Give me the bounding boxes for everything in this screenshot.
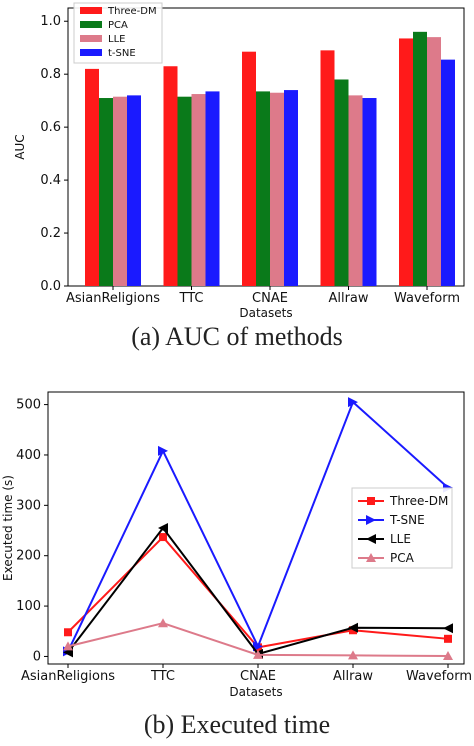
bar-pca-cnae: [256, 91, 270, 287]
bar-t-sne-allraw: [362, 98, 377, 287]
bar-t-sne-waveform: [441, 59, 455, 286]
y-tick-label: 500: [16, 398, 41, 413]
point-pca-cnae: [253, 649, 263, 659]
bar-three-dm-waveform: [399, 38, 413, 287]
y-tick-label: 0.0: [40, 279, 61, 294]
legend-label-lle: LLE: [108, 34, 125, 45]
bar-pca-waveform: [413, 31, 427, 287]
y-tick-label: 0.8: [40, 67, 61, 82]
legend-marker-pca: [366, 553, 376, 562]
legend-swatch-lle: [80, 35, 102, 42]
point-t-sne-cnae: [253, 641, 263, 652]
x-tick-label: Waveform: [406, 669, 472, 684]
point-three-dm-waveform: [444, 634, 452, 643]
legend-marker-three-dm: [367, 497, 375, 505]
point-pca-ttc: [158, 618, 168, 628]
bar-pca-asianreligions: [99, 98, 113, 287]
legend-label-three-dm: Three-DM: [389, 494, 448, 508]
bar-lle-cnae: [270, 92, 284, 286]
x-axis-label-a: Datasets: [239, 306, 292, 320]
bar-t-sne-asianreligions: [127, 95, 141, 286]
legend-swatch-pca: [80, 21, 102, 28]
bar-lle-allraw: [348, 95, 363, 286]
bar-pca-allraw: [334, 79, 349, 286]
caption-a: (a) AUC of methods: [131, 322, 343, 351]
bar-t-sne-cnae: [284, 90, 298, 286]
y-tick-label: 200: [16, 549, 41, 564]
point-pca-allraw: [348, 650, 358, 660]
bar-three-dm-allraw: [320, 50, 335, 286]
x-tick-label: TTC: [179, 291, 204, 306]
bar-three-dm-cnae: [242, 51, 256, 286]
bar-lle-waveform: [427, 37, 441, 286]
legend-marker-lle: [366, 534, 376, 544]
y-tick-label: 0.6: [40, 120, 61, 135]
y-tick-label: 300: [16, 498, 41, 513]
x-tick-label: TTC: [150, 669, 175, 684]
y-tick-label: 400: [16, 448, 41, 463]
y-tick-label: 0: [33, 649, 41, 664]
point-pca-waveform: [443, 650, 453, 660]
x-tick-label: Waveform: [394, 291, 460, 306]
legend-label-pca: PCA: [108, 20, 128, 31]
x-tick-label: CNAE: [240, 669, 276, 684]
point-t-sne-ttc: [158, 445, 168, 456]
executed-time-line-chart: 0 100 200 300 400 500 AsianReligions TTC CNAE Al…: [1, 391, 472, 739]
point-three-dm-ttc: [159, 533, 167, 542]
point-lle-waveform: [443, 623, 453, 634]
point-t-sne-allraw: [348, 397, 358, 408]
point-three-dm-allraw: [349, 626, 357, 635]
bar-pca-ttc: [177, 96, 192, 286]
y-tick-label: 0.2: [40, 226, 61, 241]
x-tick-label: AsianReligions: [21, 669, 115, 684]
legend-label-t-sne: t-SNE: [108, 48, 136, 59]
point-lle-ttc: [158, 523, 168, 533]
bar-three-dm-ttc: [163, 66, 178, 286]
legend-a: Three-DM PCA LLE t-SNE: [73, 2, 163, 64]
point-lle-allraw: [348, 622, 358, 633]
x-tick-label: AsianReligions: [66, 291, 160, 306]
bar-lle-ttc: [191, 94, 206, 286]
legend-label-t-sne: T-SNE: [389, 513, 425, 527]
legend-label-pca: PCA: [390, 551, 415, 565]
auc-bar-chart: 0.0 0.2 0.4 0.6 0.8 1.0 AsianReligions TTC CNAE…: [13, 2, 465, 351]
legend-swatch-three-dm: [80, 7, 102, 14]
y-tick-label: 1.0: [40, 14, 61, 29]
x-tick-label: Allraw: [333, 669, 373, 684]
y-axis-label-a: AUC: [13, 134, 27, 159]
legend-b: Three-DM T-SNE LLE PCA: [351, 487, 453, 569]
point-three-dm-asianreligions: [64, 628, 72, 637]
x-axis-label-b: Datasets: [229, 685, 282, 699]
x-tick-label: Allraw: [328, 291, 368, 306]
plot-frame-b: [47, 391, 465, 665]
bar-three-dm-asianreligions: [85, 68, 99, 287]
caption-b: (b) Executed time: [144, 710, 330, 739]
y-tick-label: 0.4: [40, 173, 61, 188]
legend-label-lle: LLE: [390, 532, 411, 546]
legend-swatch-t-sne: [80, 49, 102, 56]
x-tick-label: CNAE: [252, 291, 288, 306]
legend-label-three-dm: Three-DM: [107, 6, 157, 17]
point-pca-asianreligions: [63, 641, 73, 651]
y-tick-label: 100: [16, 599, 41, 614]
bar-t-sne-ttc: [205, 91, 220, 287]
y-axis-label-b: Executed time (s): [1, 475, 15, 581]
legend-marker-t-sne: [366, 515, 376, 525]
bar-lle-asianreligions: [113, 96, 127, 286]
